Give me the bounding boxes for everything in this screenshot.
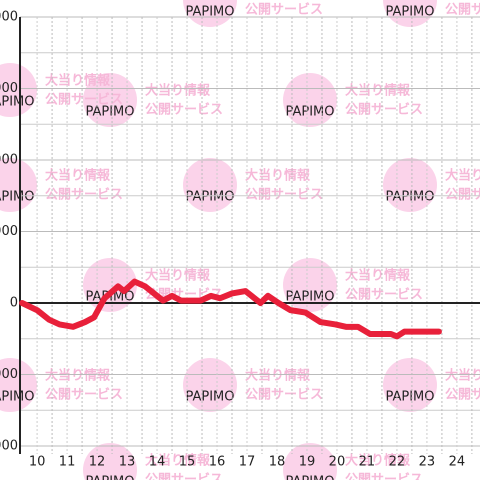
watermark-text: 大当り情報 xyxy=(145,268,211,284)
watermark-logo xyxy=(183,158,237,212)
watermark-logo xyxy=(283,443,337,480)
watermark-logo-text: PAPIMO xyxy=(285,475,334,480)
watermark-logo-text: PAPIMO xyxy=(185,5,234,20)
watermark-logo-text: PAPIMO xyxy=(0,95,35,110)
watermark-text: 大当り情報 xyxy=(345,268,411,284)
watermark-text: 公開サービス xyxy=(345,472,423,480)
watermark-text: 公開サービス xyxy=(345,102,423,118)
watermark-text: 公開サービス xyxy=(145,472,223,480)
watermark-text: 大当り情報 xyxy=(245,168,311,184)
x-tick-label: 20 xyxy=(329,455,346,470)
watermark-logo xyxy=(0,158,37,212)
x-tick-label: 16 xyxy=(209,455,226,470)
watermark-text: 公開サービス xyxy=(445,387,480,403)
watermark-text: 公開サービス xyxy=(45,187,123,203)
watermark-text: 公開サービス xyxy=(45,387,123,403)
watermark-text: 公開サービス xyxy=(145,102,223,118)
watermark-text: 公開サービス xyxy=(445,187,480,203)
watermark-text: 公開サービス xyxy=(245,2,323,18)
watermark-logo-text: PAPIMO xyxy=(185,190,234,205)
x-tick-label: 17 xyxy=(239,455,256,470)
y-tick-label: 0 xyxy=(10,296,18,311)
watermark-text: 大当り情報 xyxy=(445,368,480,384)
x-tick-label: 24 xyxy=(449,455,466,470)
watermark-logo xyxy=(283,73,337,127)
watermark-text: 公開サービス xyxy=(445,2,480,18)
watermark-text: 大当り情報 xyxy=(445,168,480,184)
watermark-text: 大当り情報 xyxy=(345,453,411,469)
watermark-text: 大当り情報 xyxy=(145,453,211,469)
watermark-logo-text: PAPIMO xyxy=(385,5,434,20)
x-tick-label: 19 xyxy=(299,455,316,470)
x-tick-label: 18 xyxy=(269,455,286,470)
y-tick-label: -6,000 xyxy=(0,439,18,454)
watermark-logo xyxy=(383,0,437,27)
watermark-logo xyxy=(83,443,137,480)
y-tick-label: 3,000 xyxy=(0,224,18,239)
watermark-logo xyxy=(83,73,137,127)
x-tick-label: 14 xyxy=(149,455,166,470)
watermark-logo-text: PAPIMO xyxy=(0,390,35,405)
watermark-text: 公開サービス xyxy=(45,92,123,108)
watermark-text: 公開サービス xyxy=(245,387,323,403)
watermark-logo xyxy=(0,358,37,412)
y-tick-label: -3,000 xyxy=(0,367,18,382)
y-tick-label: 9,000 xyxy=(0,81,18,96)
watermark-logo xyxy=(283,258,337,312)
watermark-text: 公開サービス xyxy=(345,287,423,303)
x-tick-label: 12 xyxy=(89,455,106,470)
x-tick-label: 13 xyxy=(119,455,136,470)
watermark-logo-text: PAPIMO xyxy=(85,475,134,480)
watermark-text: 大当り情報 xyxy=(45,73,111,89)
watermark-text: 大当り情報 xyxy=(245,368,311,384)
watermark-logo-text: PAPIMO xyxy=(285,105,334,120)
watermark-text: 公開サービス xyxy=(245,187,323,203)
x-tick-label: 15 xyxy=(179,455,196,470)
watermark-logo xyxy=(183,358,237,412)
watermark-text: 大当り情報 xyxy=(45,368,111,384)
y-tick-label: 6,000 xyxy=(0,153,18,168)
x-tick-label: 11 xyxy=(59,455,76,470)
data-line xyxy=(19,278,442,340)
watermark-text: 大当り情報 xyxy=(45,168,111,184)
watermark-logo-text: PAPIMO xyxy=(385,190,434,205)
watermark-logo-text: PAPIMO xyxy=(185,390,234,405)
watermark-logo xyxy=(0,63,37,117)
x-tick-label: 22 xyxy=(389,455,406,470)
watermark-text: 大当り情報 xyxy=(345,83,411,99)
watermark-logo-text: PAPIMO xyxy=(0,190,35,205)
y-tick-label: 12,000 xyxy=(0,10,18,25)
watermark-logo-text: PAPIMO xyxy=(85,105,134,120)
watermark-logo xyxy=(83,258,137,312)
watermark-logo-text: PAPIMO xyxy=(385,390,434,405)
watermark-text: 大当り情報 xyxy=(145,83,211,99)
x-tick-label: 23 xyxy=(419,455,436,470)
x-tick-label: 21 xyxy=(359,455,376,470)
x-tick-label: 10 xyxy=(29,455,46,470)
watermark-logo xyxy=(183,0,237,27)
